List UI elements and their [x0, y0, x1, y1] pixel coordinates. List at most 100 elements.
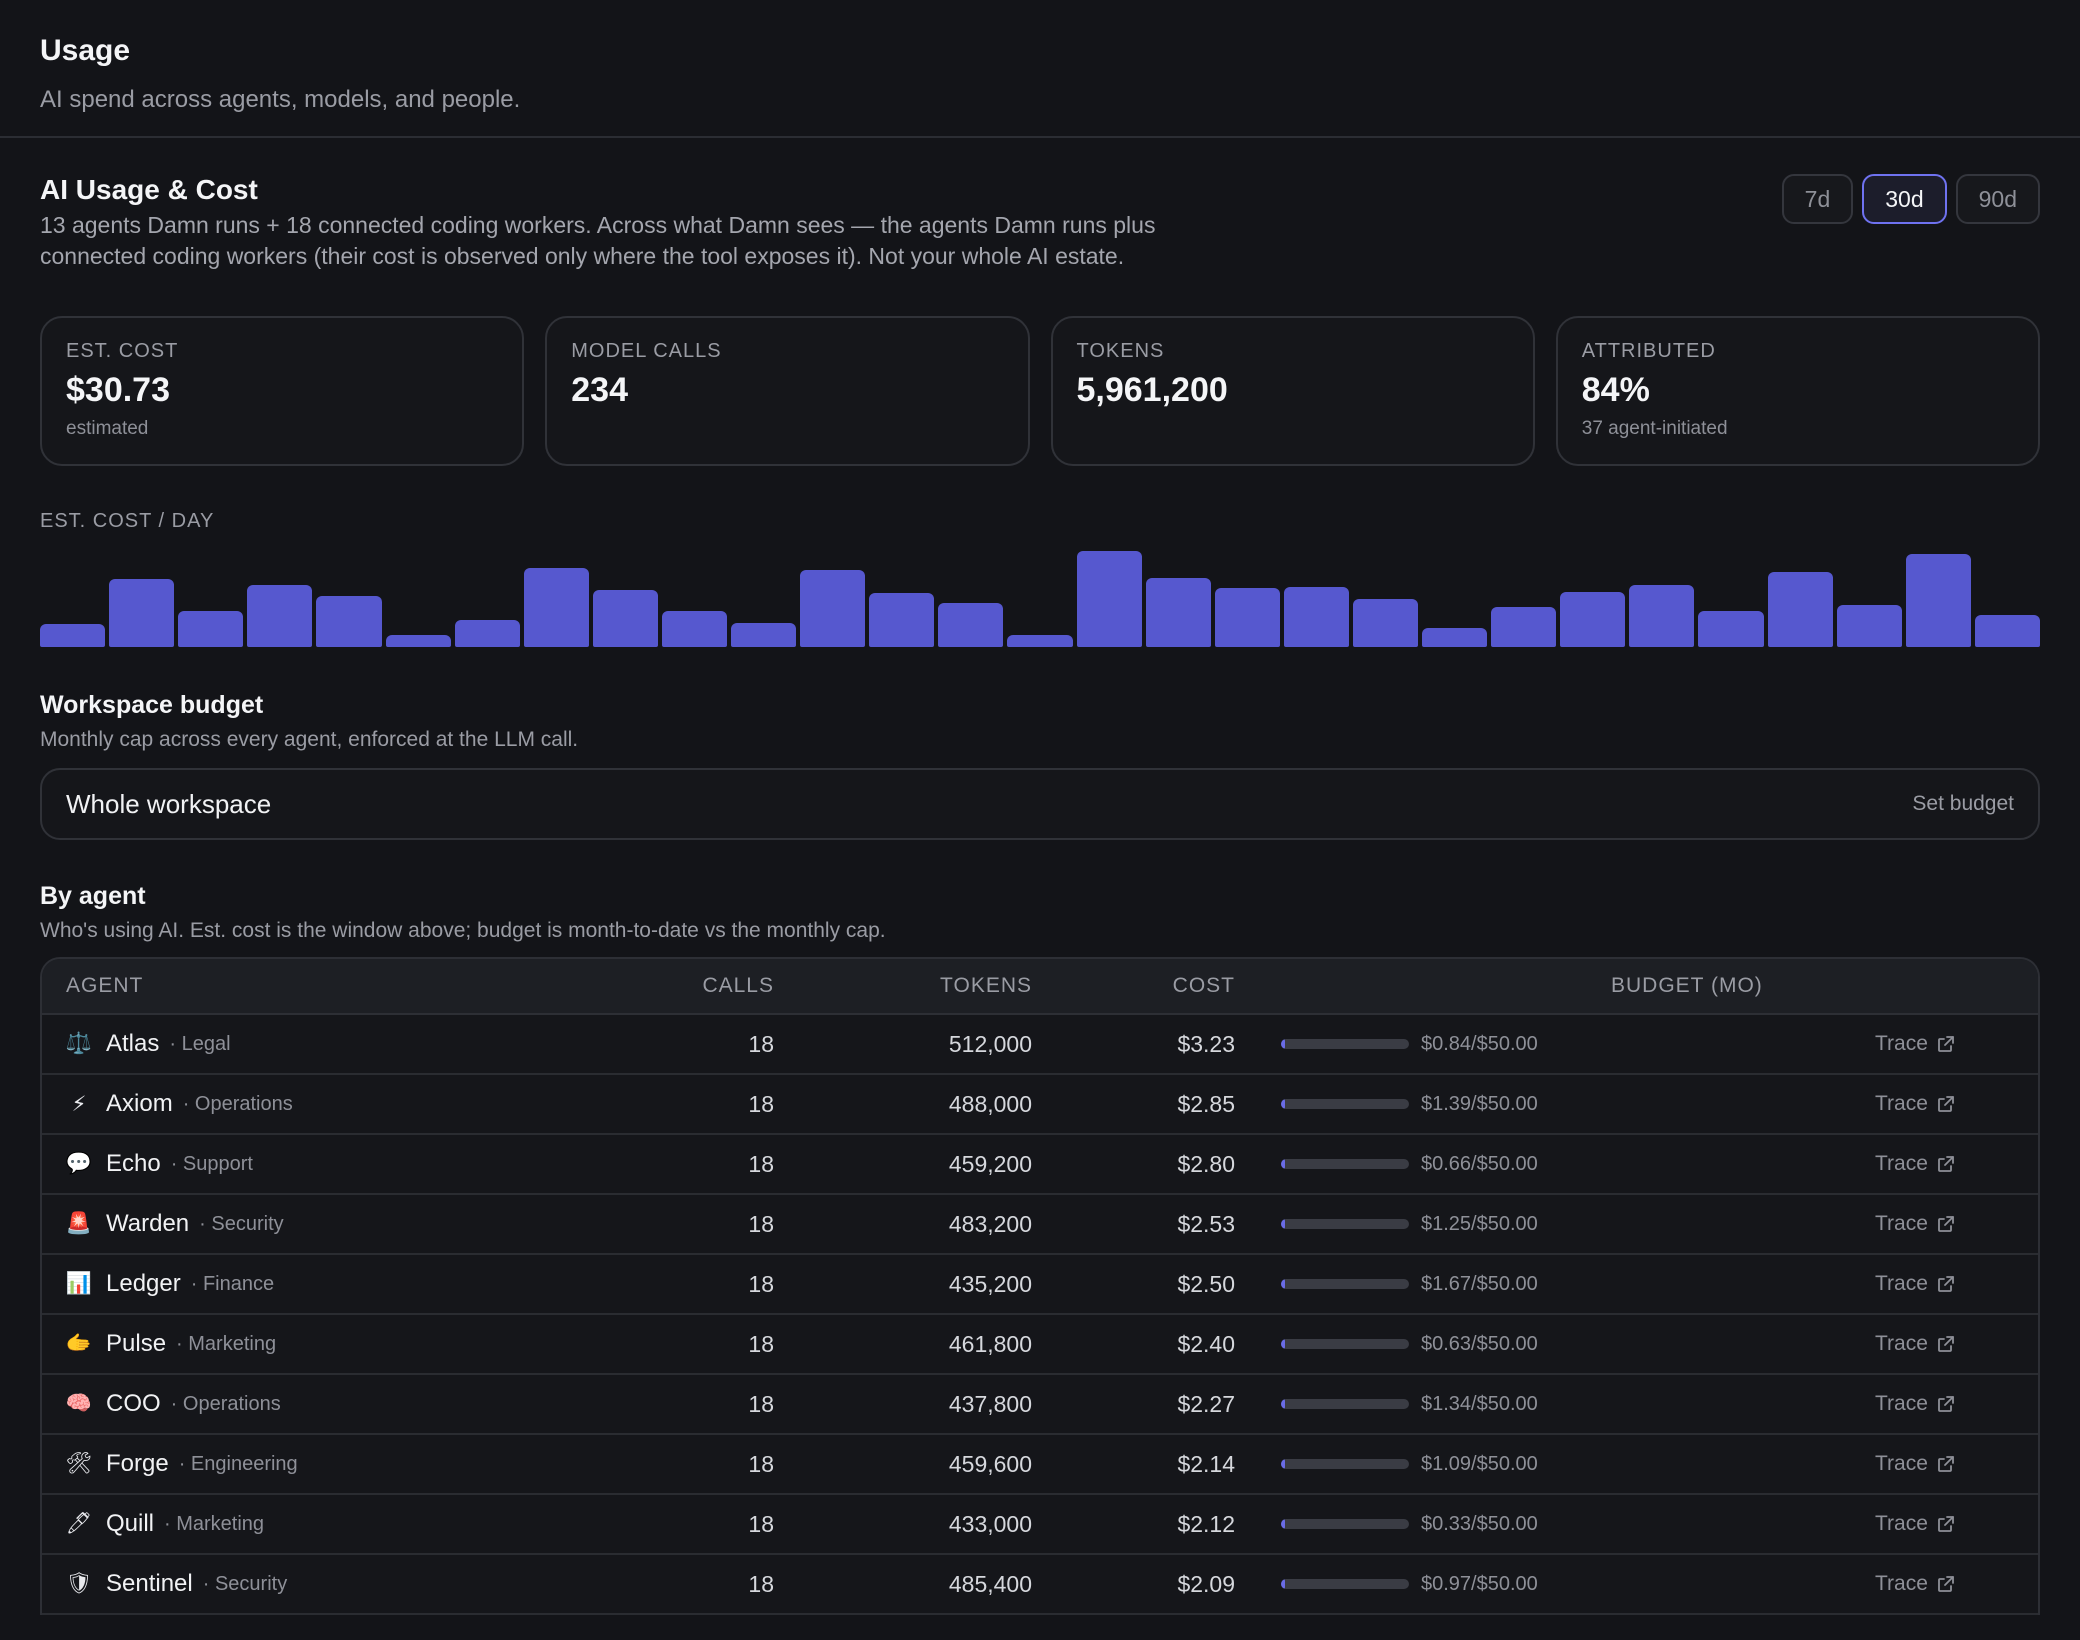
trace-label: Trace [1875, 1512, 1928, 1535]
trace-label: Trace [1875, 1392, 1928, 1415]
budget-text: $1.67/$50.00 [1421, 1272, 1538, 1295]
section-description: 13 agents Damn runs + 18 connected codin… [40, 212, 1156, 269]
table-body: ⚖️ Atlas · Legal 18 512,000 $3.23 $0.84/… [42, 1015, 2038, 1615]
budget-cell: $1.39/$50.00 [1235, 1093, 1835, 1116]
table-row[interactable]: 🖊 Quill · Marketing 18 433,000 $2.12 $0.… [42, 1495, 2038, 1555]
trace-link[interactable]: Trace [1875, 1452, 1956, 1476]
pen-icon: 🖊 [65, 1512, 93, 1535]
range-90d-button[interactable]: 90d [1955, 174, 2040, 224]
trace-cell: Trace [1835, 1332, 2038, 1356]
chart-bar[interactable] [800, 570, 866, 647]
chart-bar[interactable] [592, 590, 658, 647]
stat-value: 234 [571, 371, 628, 409]
speech-bubble-icon: 💬 [65, 1152, 93, 1175]
tokens-cell: 512,000 [948, 1030, 1032, 1057]
trace-link[interactable]: Trace [1875, 1332, 1956, 1356]
chart-bar[interactable] [938, 602, 1004, 647]
chart-bar[interactable] [1836, 604, 1902, 647]
table-row[interactable]: 💬 Echo · Support 18 459,200 $2.80 $0.66/… [42, 1135, 2038, 1195]
chart-bar[interactable] [1007, 634, 1073, 647]
chart-bar[interactable] [1076, 551, 1142, 647]
chart-bar[interactable] [1905, 553, 1971, 647]
table-row[interactable]: 🚨 Warden · Security 18 483,200 $2.53 $1.… [42, 1195, 2038, 1255]
agent-department: · Support [170, 1152, 253, 1175]
chart-bar[interactable] [1145, 577, 1211, 647]
table-row[interactable]: 🫱 Pulse · Marketing 18 461,800 $2.40 $0.… [42, 1315, 2038, 1375]
budget-cell: $1.34/$50.00 [1235, 1393, 1835, 1416]
table-row[interactable]: 🛠 Forge · Engineering 18 459,600 $2.14 $… [42, 1435, 2038, 1495]
agent-name[interactable]: COO [106, 1390, 161, 1417]
trace-link[interactable]: Trace [1875, 1392, 1956, 1416]
budget-meter [1281, 1159, 1409, 1169]
chart-bar[interactable] [40, 623, 106, 647]
set-budget-button[interactable]: Set budget [1912, 792, 2014, 815]
cost-cell: $2.40 [1177, 1330, 1235, 1357]
trace-link[interactable]: Trace [1875, 1212, 1956, 1236]
trace-cell: Trace [1835, 1272, 2038, 1296]
chart-bar[interactable] [1283, 586, 1349, 647]
chart-bar[interactable] [731, 623, 797, 647]
calls-cell: 18 [748, 1090, 774, 1117]
chart-bar[interactable] [1974, 615, 2040, 647]
chart-bar[interactable] [385, 634, 451, 647]
range-30d-button[interactable]: 30d [1862, 174, 1947, 224]
budget-text: $1.39/$50.00 [1421, 1092, 1538, 1115]
agent-name[interactable]: Atlas [106, 1030, 160, 1057]
trace-link[interactable]: Trace [1875, 1572, 1956, 1596]
trace-label: Trace [1875, 1572, 1928, 1595]
budget-meter [1281, 1279, 1409, 1289]
calls-cell: 18 [748, 1450, 774, 1477]
stat-card-tokens: TOKENS 5,961,200 [1050, 316, 1535, 466]
column-header-calls[interactable]: CALLS [702, 974, 774, 997]
agent-name[interactable]: Echo [106, 1150, 161, 1177]
chart-bar[interactable] [454, 620, 520, 647]
column-header-budget[interactable]: BUDGET (MO) [1611, 974, 1763, 997]
tools-icon: 🛠 [65, 1452, 93, 1475]
trace-link[interactable]: Trace [1875, 1152, 1956, 1176]
agent-name[interactable]: Warden [106, 1210, 190, 1237]
chart-bar[interactable] [1698, 610, 1764, 647]
external-link-icon [1938, 1456, 1954, 1472]
tokens-cell: 437,800 [948, 1390, 1032, 1417]
trace-cell: Trace [1835, 1092, 2038, 1116]
trace-link[interactable]: Trace [1875, 1032, 1956, 1056]
trace-link[interactable]: Trace [1875, 1272, 1956, 1296]
column-header-agent[interactable]: AGENT [66, 974, 144, 997]
chart-bar[interactable] [661, 610, 728, 647]
table-row[interactable]: 🧠 COO · Operations 18 437,800 $2.27 $1.3… [42, 1375, 2038, 1435]
chart-bar[interactable] [523, 568, 589, 647]
chart-bar[interactable] [247, 584, 313, 647]
agent-name[interactable]: Pulse [106, 1330, 167, 1357]
budget-title: Workspace budget [40, 691, 264, 719]
column-header-tokens[interactable]: TOKENS [940, 974, 1032, 997]
table-row[interactable]: ⚖️ Atlas · Legal 18 512,000 $3.23 $0.84/… [42, 1015, 2038, 1075]
trace-link[interactable]: Trace [1875, 1512, 1956, 1536]
chart-bar[interactable] [1560, 592, 1626, 647]
trace-label: Trace [1875, 1092, 1928, 1115]
chart-bar[interactable] [1629, 584, 1695, 647]
table-row[interactable]: 🛡 Sentinel · Security 18 485,400 $2.09 $… [42, 1555, 2038, 1615]
agent-name[interactable]: Axiom [106, 1090, 173, 1117]
chart-bar[interactable] [869, 593, 935, 647]
chart-bar[interactable] [1491, 606, 1557, 647]
agent-name[interactable]: Ledger [106, 1270, 181, 1297]
trace-link[interactable]: Trace [1875, 1092, 1956, 1116]
chart-bar[interactable] [1422, 627, 1488, 647]
brain-icon: 🧠 [65, 1392, 93, 1415]
chart-bar[interactable] [316, 596, 382, 647]
cost-cell: $3.23 [1177, 1030, 1235, 1057]
table-row[interactable]: ⚡ Axiom · Operations 18 488,000 $2.85 $1… [42, 1075, 2038, 1135]
range-7d-button[interactable]: 7d [1781, 174, 1854, 224]
agent-name[interactable]: Sentinel [106, 1570, 193, 1597]
chart-bar[interactable] [1214, 588, 1280, 647]
calls-cell: 18 [748, 1210, 774, 1237]
agent-name[interactable]: Quill [106, 1510, 155, 1537]
chart-bar[interactable] [109, 578, 175, 647]
chart-bar[interactable] [1352, 599, 1419, 647]
table-row[interactable]: 📊 Ledger · Finance 18 435,200 $2.50 $1.6… [42, 1255, 2038, 1315]
agent-name[interactable]: Forge [106, 1450, 169, 1477]
column-header-cost[interactable]: COST [1172, 974, 1235, 997]
agent-department: · Marketing [176, 1332, 277, 1355]
chart-bar[interactable] [178, 610, 244, 647]
chart-bar[interactable] [1767, 572, 1833, 647]
